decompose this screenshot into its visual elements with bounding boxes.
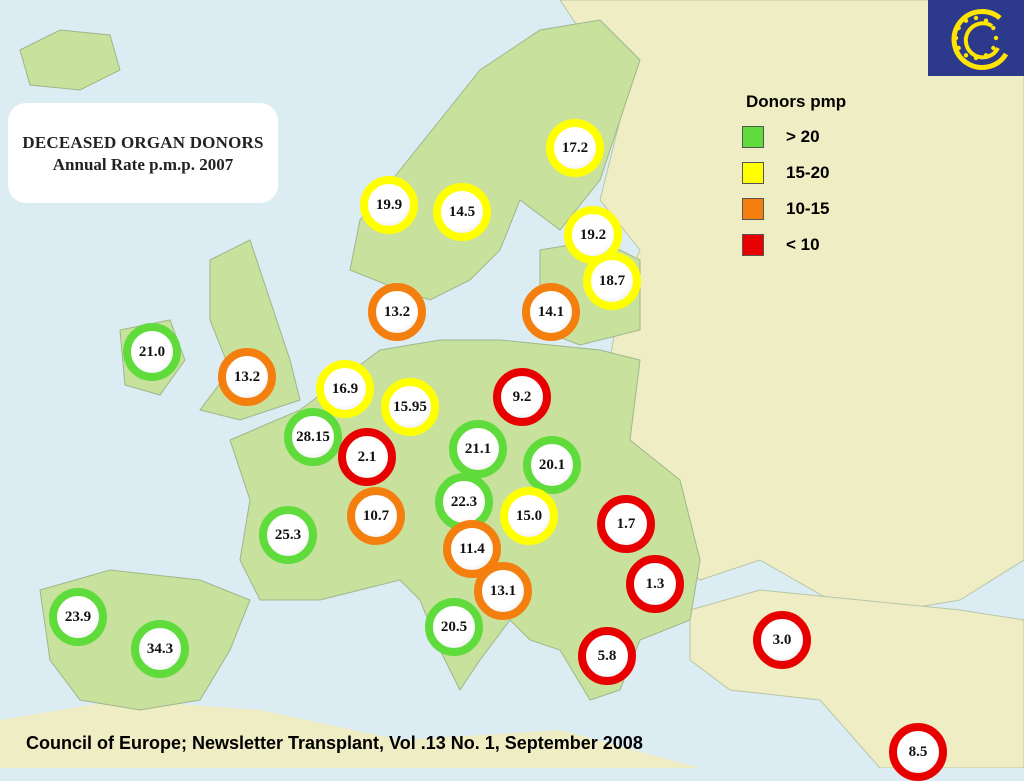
marker-value: 23.9	[64, 608, 92, 625]
legend: Donors pmp > 20 15-20 10-15 < 10	[742, 92, 846, 256]
country-marker: 15.0	[500, 487, 558, 545]
marker-value: 18.7	[598, 272, 626, 289]
marker-value: 21.0	[138, 343, 166, 360]
legend-swatch	[742, 162, 764, 184]
marker-value: 17.2	[561, 139, 589, 156]
legend-item: 10-15	[742, 198, 846, 220]
marker-value: 10.7	[362, 507, 390, 524]
legend-label: 15-20	[786, 163, 830, 182]
legend-label: < 10	[786, 235, 820, 254]
legend-swatch	[742, 234, 764, 256]
country-marker: 14.5	[433, 183, 491, 241]
country-marker: 34.3	[131, 620, 189, 678]
country-marker: 21.0	[123, 323, 181, 381]
marker-value: 2.1	[357, 448, 377, 465]
map-title: DECEASED ORGAN DONORS	[22, 133, 264, 152]
legend-swatch	[742, 126, 764, 148]
country-marker: 20.1	[523, 436, 581, 494]
country-marker: 9.2	[493, 368, 551, 426]
legend-label: 10-15	[786, 199, 830, 218]
marker-value: 20.1	[538, 456, 566, 473]
country-marker: 21.1	[449, 420, 507, 478]
country-marker: 14.1	[522, 283, 580, 341]
land-turkey	[689, 589, 1024, 768]
map-title-box: DECEASED ORGAN DONORS Annual Rate p.m.p.…	[8, 103, 278, 203]
marker-value: 20.5	[440, 618, 468, 635]
country-marker: 8.5	[889, 723, 947, 781]
marker-value: 15.95	[393, 398, 427, 415]
country-marker: 17.2	[546, 119, 604, 177]
marker-value: 5.8	[597, 647, 617, 664]
country-marker: 25.3	[259, 506, 317, 564]
marker-value: 28.15	[296, 428, 330, 445]
legend-item: > 20	[742, 126, 846, 148]
legend-swatch	[742, 198, 764, 220]
marker-value: 19.9	[375, 196, 403, 213]
land-iceland	[19, 29, 121, 91]
marker-value: 15.0	[515, 507, 543, 524]
marker-value: 9.2	[512, 388, 532, 405]
country-marker: 18.7	[583, 252, 641, 310]
council-of-europe-logo	[928, 0, 1024, 76]
marker-value: 14.5	[448, 203, 476, 220]
marker-value: 3.0	[772, 631, 792, 648]
legend-label: > 20	[786, 127, 820, 146]
country-marker: 13.2	[368, 283, 426, 341]
country-marker: 13.1	[474, 562, 532, 620]
marker-value: 1.3	[645, 575, 665, 592]
country-marker: 10.7	[347, 487, 405, 545]
country-marker: 15.95	[381, 378, 439, 436]
map-subtitle: Annual Rate p.m.p. 2007	[52, 155, 234, 174]
country-marker: 19.9	[360, 176, 418, 234]
marker-value: 13.2	[233, 368, 261, 385]
marker-value: 14.1	[537, 303, 565, 320]
marker-value: 13.2	[383, 303, 411, 320]
country-marker: 23.9	[49, 588, 107, 646]
marker-value: 25.3	[274, 526, 302, 543]
country-marker: 28.15	[284, 408, 342, 466]
legend-title: Donors pmp	[746, 92, 847, 111]
marker-value: 34.3	[146, 640, 174, 657]
country-marker: 16.9	[316, 360, 374, 418]
country-marker: 2.1	[338, 428, 396, 486]
marker-value: 21.1	[464, 440, 492, 457]
source-caption: Council of Europe; Newsletter Transplant…	[26, 733, 643, 753]
country-marker: 3.0	[753, 611, 811, 669]
land-scandinavia	[349, 19, 641, 301]
marker-value: 1.7	[616, 515, 636, 532]
country-marker: 20.5	[425, 598, 483, 656]
country-marker: 5.8	[578, 627, 636, 685]
marker-value: 8.5	[908, 743, 928, 760]
legend-item: < 10	[742, 234, 846, 256]
country-marker: 1.7	[597, 495, 655, 553]
marker-value: 16.9	[331, 380, 359, 397]
land-africa	[0, 700, 700, 768]
legend-item: 15-20	[742, 162, 846, 184]
country-marker: 1.3	[626, 555, 684, 613]
marker-value: 13.1	[489, 582, 517, 599]
marker-value: 22.3	[450, 493, 478, 510]
council-of-europe-logo-icon	[951, 9, 1009, 70]
marker-value: 19.2	[579, 226, 607, 243]
marker-value: 11.4	[459, 540, 485, 557]
country-marker: 13.2	[218, 348, 276, 406]
